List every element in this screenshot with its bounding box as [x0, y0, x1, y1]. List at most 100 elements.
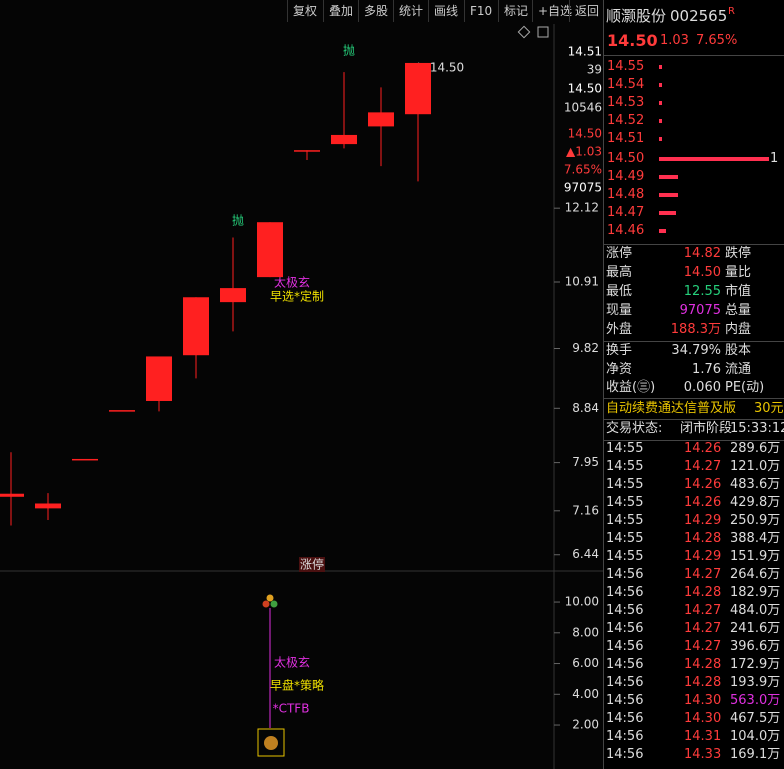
- annotation: 抛: [343, 43, 355, 58]
- stat-label: 最高: [606, 265, 633, 280]
- annotation: 涨停: [300, 557, 324, 572]
- annotation: 太极玄: [274, 275, 310, 290]
- depth-bar: [659, 193, 678, 197]
- trade-price: 14.33: [684, 747, 722, 762]
- trade-time: 14:55: [606, 459, 644, 474]
- ask-price: 14.52: [607, 113, 645, 128]
- cursor-info: 10546: [564, 101, 602, 115]
- status-label: 交易状态:: [606, 421, 663, 436]
- toolbar-button[interactable]: +自选: [532, 0, 577, 22]
- stock-name: 顺灏股份: [606, 7, 667, 25]
- stat-value: 14.50: [683, 265, 721, 280]
- candle-body: [146, 356, 172, 401]
- stat-value: 97075: [679, 303, 721, 318]
- trade-time: 14:56: [606, 711, 644, 726]
- trade-price: 14.28: [684, 585, 722, 600]
- status-phase: 闭市阶段: [680, 421, 733, 436]
- trade-price: 14.31: [684, 729, 722, 744]
- candle-body: [220, 288, 246, 303]
- candle-body: [405, 62, 431, 115]
- candle-body: [368, 112, 394, 127]
- annotation: 抛: [232, 213, 244, 228]
- toolbar-button[interactable]: 画线: [428, 0, 463, 22]
- trade-time: 14:55: [606, 441, 644, 456]
- trade-price: 14.26: [684, 477, 722, 492]
- depth-bar: [659, 65, 662, 69]
- trade-price: 14.27: [684, 567, 722, 582]
- stat-label: 总量: [725, 303, 752, 318]
- icon: [270, 600, 278, 608]
- depth-bar: [659, 157, 769, 161]
- trade-price: 14.27: [684, 603, 722, 618]
- icon[interactable]: [257, 728, 285, 757]
- depth-bar: [659, 229, 666, 233]
- toolbar-button[interactable]: 返回: [569, 0, 604, 22]
- indicator-label: 早盘*策略: [270, 678, 324, 693]
- bid-price: 14.47: [607, 205, 645, 220]
- trade-price: 14.30: [684, 711, 722, 726]
- ask-price: 14.54: [607, 77, 645, 92]
- icon: [262, 600, 270, 608]
- icon[interactable]: [517, 25, 531, 39]
- y-tick-label: 4.00: [572, 687, 599, 701]
- stat-label: 现量: [606, 303, 633, 318]
- y-tick-label: 9.82: [572, 341, 599, 355]
- chart: 抛 抛 太极玄 早选*定制 涨停 14.50 太极玄 早盘*策略 *CTFB 1…: [0, 24, 603, 769]
- trade-volume: 182.9万: [730, 585, 781, 600]
- toolbar-button[interactable]: 统计: [393, 0, 428, 22]
- cursor-info: 14.50: [568, 82, 602, 96]
- toolbar-button[interactable]: 多股: [358, 0, 393, 22]
- candle-body: [72, 458, 98, 461]
- ad[interactable]: 自动续费通达信普及版: [606, 401, 737, 416]
- bid-price: 14.48: [607, 187, 645, 202]
- icon[interactable]: [537, 26, 549, 38]
- depth-bar: [659, 101, 662, 105]
- trade-volume: 193.9万: [730, 675, 781, 690]
- trade-volume: 104.0万: [730, 729, 781, 744]
- y-tick-label: 8.00: [572, 625, 599, 639]
- depth-bar: [659, 119, 662, 123]
- trade-volume: 388.4万: [730, 531, 781, 546]
- ad-price[interactable]: 30元: [754, 401, 784, 416]
- trade-volume: 250.9万: [730, 513, 781, 528]
- toolbar-button[interactable]: F10: [464, 0, 497, 22]
- trade-time: 14:56: [606, 657, 644, 672]
- toolbar-button[interactable]: 复权: [287, 0, 322, 22]
- depth-bar: [659, 137, 662, 141]
- change: 1.03: [660, 33, 689, 48]
- depth-bar: [659, 83, 662, 87]
- cursor-info: 14.50: [568, 127, 602, 141]
- candle-body: [331, 134, 357, 145]
- toolbar-button[interactable]: 标记: [498, 0, 533, 22]
- icon: [266, 594, 274, 602]
- y-tick-label: 7.16: [572, 503, 599, 517]
- stat-label: 量比: [725, 265, 752, 280]
- trade-time: 14:56: [606, 729, 644, 744]
- tag-bg: [299, 557, 325, 572]
- stat-value: 1.76: [692, 361, 721, 377]
- ask-price: 14.51: [607, 131, 645, 146]
- trade-time: 14:56: [606, 585, 644, 600]
- trade-price: 14.30: [684, 693, 722, 708]
- depth-bar: [659, 175, 678, 179]
- y-tick-label: 6.44: [572, 547, 599, 561]
- bid-price: 14.46: [607, 223, 645, 238]
- trade-time: 14:56: [606, 693, 644, 708]
- candle-body: [257, 222, 283, 278]
- toolbar-button[interactable]: 叠加: [323, 0, 358, 22]
- trade-price: 14.29: [684, 513, 722, 528]
- trade-price: 14.26: [684, 495, 722, 510]
- cursor-info: 7.65%: [564, 163, 602, 177]
- trade-time: 14:56: [606, 567, 644, 582]
- indicator-label: *CTFB: [273, 702, 310, 716]
- trade-time: 14:55: [606, 549, 644, 564]
- y-tick-label: 12.12: [565, 201, 599, 215]
- stat-label: 市值: [725, 284, 752, 299]
- trade-volume: 151.9万: [730, 549, 781, 564]
- trade-time: 14:56: [606, 747, 644, 762]
- trade-volume: 483.6万: [730, 477, 781, 492]
- trade-volume: 169.1万: [730, 747, 781, 762]
- icon: [264, 736, 278, 750]
- trade-volume: 467.5万: [730, 711, 781, 726]
- trade-volume: 563.0万: [730, 693, 781, 708]
